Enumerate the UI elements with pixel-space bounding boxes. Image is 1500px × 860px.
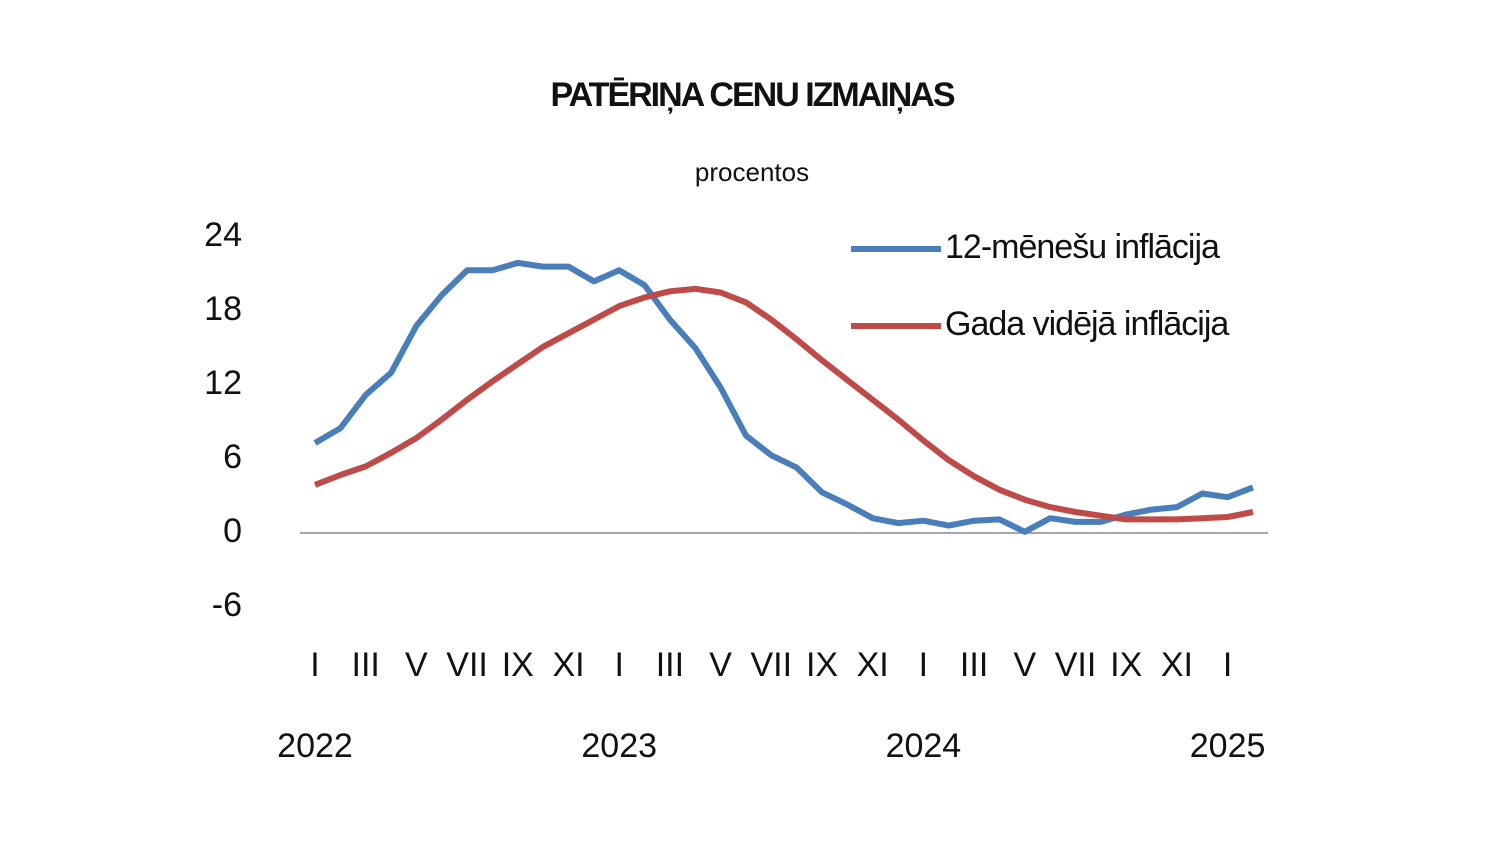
x-tick-label: IX xyxy=(502,646,534,684)
legend-label: 12-mēnešu inflācija xyxy=(945,228,1220,266)
x-tick-label: VII xyxy=(446,646,488,684)
x-tick-label: III xyxy=(960,646,988,684)
x-tick-label: V xyxy=(709,646,732,684)
x-tick-label: I xyxy=(614,646,623,684)
x-tick-label: VII xyxy=(1055,646,1097,684)
x-tick-label: III xyxy=(352,646,380,684)
y-tick-label: 6 xyxy=(223,438,242,476)
x-tick-label: XI xyxy=(1161,646,1193,684)
chart-subtitle: procentos xyxy=(695,157,809,187)
y-tick-label: 24 xyxy=(204,216,242,254)
x-tick-label: III xyxy=(656,646,684,684)
chart-title: PATĒRIŅA CENU IZMAIŅAS xyxy=(550,76,954,114)
x-tick-label: V xyxy=(1013,646,1036,684)
x-tick-label: V xyxy=(405,646,428,684)
x-tick-label: IX xyxy=(806,646,838,684)
x-tick-label: XI xyxy=(857,646,889,684)
year-label: 2023 xyxy=(581,727,657,765)
x-tick-label: I xyxy=(919,646,928,684)
year-label: 2024 xyxy=(886,727,962,765)
x-tick-label: I xyxy=(310,646,319,684)
x-tick-label: XI xyxy=(552,646,584,684)
series-line xyxy=(313,259,1255,535)
legend-label: Gada vidējā inflācija xyxy=(945,305,1229,343)
series-line xyxy=(313,285,1254,523)
y-tick-label: 18 xyxy=(204,290,242,328)
y-tick-label: 0 xyxy=(223,512,242,550)
x-tick-label: I xyxy=(1223,646,1232,684)
y-tick-label: 12 xyxy=(204,364,242,402)
year-label: 2022 xyxy=(277,727,353,765)
x-tick-label: IX xyxy=(1110,646,1142,684)
x-tick-label: VII xyxy=(751,646,793,684)
y-tick-label: -6 xyxy=(212,586,242,624)
year-label: 2025 xyxy=(1190,727,1266,765)
